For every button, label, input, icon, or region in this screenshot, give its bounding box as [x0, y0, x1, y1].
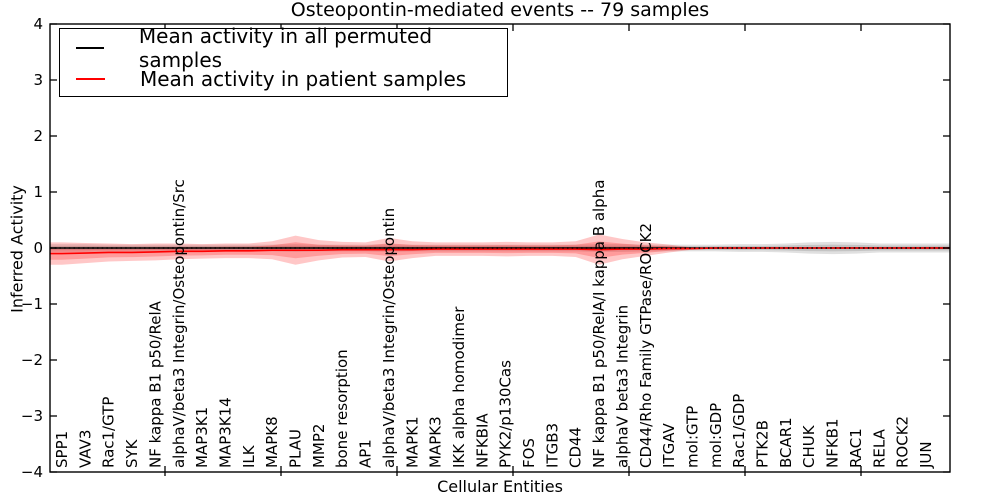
x-category-label: Rac1/GTP [100, 397, 118, 468]
x-category-label: RAC1 [847, 428, 865, 468]
x-category-label: BCAR1 [777, 417, 795, 468]
x-category-label: PLAU [287, 429, 305, 468]
x-category-label: Rac1/GDP [730, 394, 748, 468]
chart-title: Osteopontin-mediated events -- 79 sample… [290, 0, 710, 21]
x-category-label: VAV3 [76, 430, 94, 468]
y-tick-label: −3 [21, 407, 43, 425]
x-category-label: bone resorption [333, 349, 351, 468]
y-tick-label: 0 [33, 239, 43, 257]
x-category-label: IKK alpha homodimer [450, 306, 468, 468]
x-category-label: FOS [520, 438, 538, 468]
x-category-label: MMP2 [310, 424, 328, 468]
x-category-label: alphaV/beta3 Integrin/Osteopontin [380, 208, 398, 468]
x-category-label: MAPK1 [403, 416, 421, 468]
x-category-label: SYK [123, 438, 141, 468]
y-axis-label: Inferred Activity [7, 185, 27, 313]
y-tick-label: 2 [33, 127, 43, 145]
x-category-label: ROCK2 [894, 416, 912, 468]
x-category-label: SPP1 [53, 431, 71, 468]
x-category-label: CD44/Rho Family GTPase/ROCK2 [637, 223, 655, 468]
x-category-label: mol:GDP [707, 403, 725, 468]
x-category-label: PTK2B [754, 420, 772, 468]
legend: Mean activity in all permuted samples Me… [59, 24, 508, 97]
y-tick-label: −4 [21, 463, 43, 481]
legend-label-permuted: Mean activity in all permuted samples [138, 23, 433, 72]
x-category-label: MAP3K14 [216, 397, 234, 468]
black-line-swatch [76, 46, 104, 49]
x-category-label: ITGB3 [543, 423, 561, 468]
y-tick-label: −2 [21, 351, 43, 369]
y-tick-label: −1 [21, 295, 43, 313]
x-category-label: NF kappa B1 p50/RelA/I kappa B alpha [590, 180, 608, 468]
legend-item-patient: Mean activity in patient samples [60, 63, 507, 94]
x-category-label: MAPK8 [263, 416, 281, 468]
x-category-label: NF kappa B1 p50/RelA [146, 300, 164, 468]
x-category-label: NFKBIA [473, 413, 491, 468]
x-category-label: JUN [917, 441, 935, 469]
x-category-label: ITGAV [660, 422, 678, 468]
x-category-label: NFKB1 [824, 418, 842, 468]
legend-label-patient: Mean activity in patient samples [140, 66, 467, 91]
x-axis-label: Cellular Entities [437, 477, 563, 496]
x-category-label: alphaV/beta3 Integrin/Osteopontin/Src [170, 179, 188, 468]
patient-band-inner [50, 241, 950, 260]
y-tick-label: 1 [33, 183, 43, 201]
x-category-label: CD44 [567, 427, 585, 468]
x-category-label: ILK [240, 444, 258, 468]
legend-item-permuted: Mean activity in all permuted samples [60, 24, 507, 72]
x-category-label: alphaV beta3 Integrin [613, 305, 631, 468]
red-line-swatch [76, 77, 105, 80]
x-category-label: mol:GTP [683, 406, 701, 468]
x-category-label: PYK2/p130Cas [497, 360, 515, 468]
x-category-label: MAP3K1 [193, 407, 211, 468]
x-category-label: AP1 [357, 439, 375, 468]
x-category-label: RELA [870, 428, 888, 468]
x-category-label: CHUK [800, 424, 818, 468]
x-category-label: MAPK3 [427, 416, 445, 468]
y-tick-label: 3 [33, 71, 43, 89]
y-tick-label: 4 [33, 15, 43, 33]
